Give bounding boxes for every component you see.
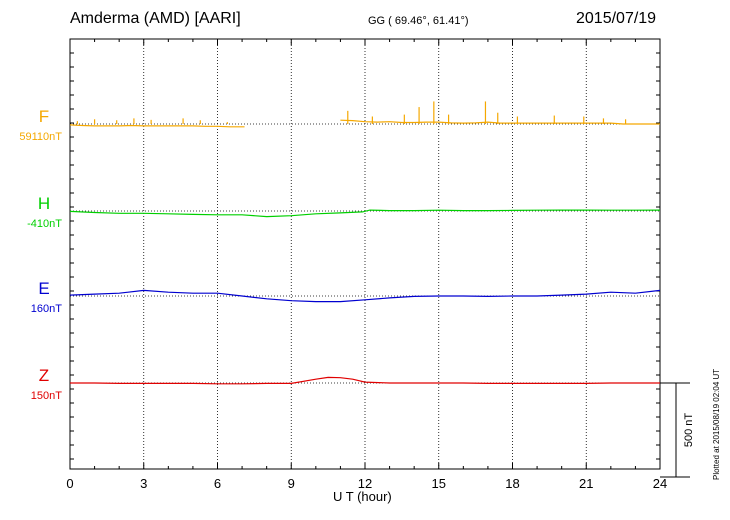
series-baseline-label-F: 59110nT — [19, 131, 62, 143]
tick-labels: 0 3 6 9 12 15 18 21 24 F 59110nT H -410nT E 160nT Z 150n… — [19, 107, 667, 491]
scale-bar-label: 500 nT — [683, 413, 695, 448]
series-name-H: H — [38, 194, 50, 213]
x-tick-label-9: 9 — [288, 476, 295, 491]
x-tick-label-15: 15 — [432, 476, 446, 491]
series-baseline-label-E: 160nT — [31, 303, 62, 315]
x-tick-label-18: 18 — [505, 476, 519, 491]
series-baseline-label-Z: 150nT — [31, 390, 62, 402]
series-line-F-1 — [340, 119, 660, 125]
series-baseline-label-H: -410nT — [27, 218, 62, 230]
x-tick-label-3: 3 — [140, 476, 147, 491]
geo-coordinates: GG ( 69.46°, 61.41°) — [368, 15, 469, 27]
series-name-E: E — [38, 279, 49, 298]
series-line-Z-0 — [70, 376, 660, 385]
x-tick-label-24: 24 — [653, 476, 667, 491]
plot-date: 2015/07/19 — [576, 10, 657, 27]
x-tick-label-21: 21 — [579, 476, 593, 491]
x-axis-label: U T (hour) — [333, 489, 392, 504]
axis-ticks — [69, 39, 661, 469]
plotted-timestamp: Plotted at 2015/08/19 02:04 UT — [712, 368, 721, 480]
plot-frame — [69, 38, 661, 470]
series-name-F: F — [39, 107, 49, 126]
series-line-H-0 — [69, 209, 661, 218]
series-line-F-0 — [69, 124, 245, 128]
series-line-E-0 — [69, 289, 661, 303]
station-title: Amderma (AMD) [AARI] — [70, 10, 241, 27]
grid-lines — [143, 39, 587, 469]
series-name-Z: Z — [39, 366, 49, 385]
x-tick-label-6: 6 — [214, 476, 221, 491]
series-lines — [69, 101, 661, 385]
scale-bar: 500 nT — [660, 382, 695, 478]
x-tick-label-12: 12 — [358, 476, 372, 491]
x-tick-label-0: 0 — [66, 476, 73, 491]
